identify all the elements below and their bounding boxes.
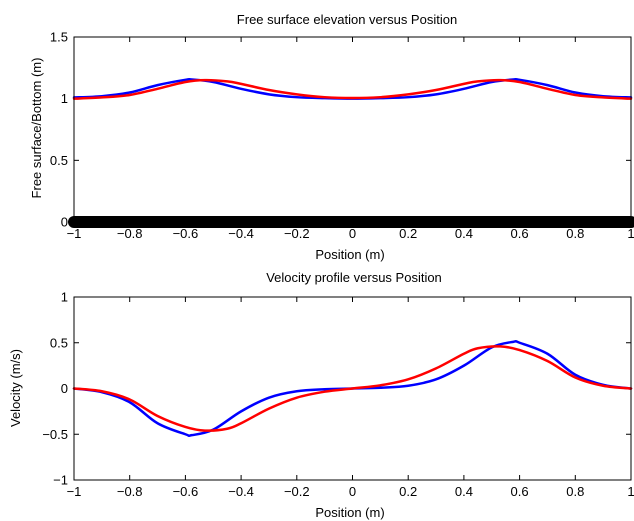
elevation-panel: Free surface elevation versus Position P…	[29, 12, 634, 262]
velocity-x-tick-label: 0.4	[455, 484, 473, 499]
elevation-x-tick-label: −0.4	[228, 226, 254, 241]
velocity-x-tick-label: 1	[627, 484, 634, 499]
velocity-x-tick-label: 0	[349, 484, 356, 499]
velocity-series-group	[72, 340, 633, 437]
elevation-x-tick-label: 0	[349, 226, 356, 241]
velocity-axes-frame	[73, 296, 632, 481]
elevation-y-tick-label: 1.5	[50, 30, 68, 45]
velocity-y-axis-label: Velocity (m/s)	[8, 349, 23, 427]
elevation-x-tick-label: 0.4	[455, 226, 473, 241]
elevation-x-tick-label: −0.8	[117, 226, 143, 241]
elevation-x-tick-label: −0.2	[284, 226, 310, 241]
velocity-y-tick-label: 1	[61, 290, 68, 305]
velocity-x-tick-label: −1	[67, 484, 82, 499]
velocity-y-tick-label: −0.5	[42, 427, 68, 442]
elevation-x-tick-label: 0.2	[399, 226, 417, 241]
elevation-axes-frame	[73, 36, 632, 223]
velocity-series-line-2	[72, 345, 633, 432]
elevation-x-tick-label: 0.8	[566, 226, 584, 241]
velocity-panel: Velocity profile versus Position Positio…	[8, 270, 634, 520]
velocity-y-tick-label: −1	[53, 473, 68, 488]
velocity-x-tick-label: −0.8	[117, 484, 143, 499]
elevation-y-axis-label: Free surface/Bottom (m)	[29, 58, 44, 199]
velocity-y-tick-label: 0	[61, 381, 68, 396]
velocity-x-tick-label: 0.6	[511, 484, 529, 499]
elevation-y-tick-label: 0	[61, 215, 68, 230]
elevation-x-tick-label: 1	[627, 226, 634, 241]
elevation-x-tick-label: −1	[67, 226, 82, 241]
elevation-x-tick-label: −0.6	[173, 226, 199, 241]
velocity-chart-title: Velocity profile versus Position	[266, 270, 442, 285]
velocity-x-tick-label: −0.4	[228, 484, 254, 499]
velocity-y-tick-label: 0.5	[50, 335, 68, 350]
velocity-x-tick-label: −0.2	[284, 484, 310, 499]
velocity-x-tick-label: 0.2	[399, 484, 417, 499]
elevation-x-tick-label: 0.6	[511, 226, 529, 241]
elevation-x-axis-label: Position (m)	[315, 247, 384, 262]
elevation-y-tick-label: 1	[61, 91, 68, 106]
velocity-x-axis-label: Position (m)	[315, 505, 384, 520]
velocity-x-tick-label: −0.6	[173, 484, 199, 499]
elevation-chart-title: Free surface elevation versus Position	[237, 12, 457, 27]
elevation-y-tick-label: 0.5	[50, 153, 68, 168]
elevation-series-line-2	[72, 78, 633, 100]
velocity-x-tick-label: 0.8	[566, 484, 584, 499]
